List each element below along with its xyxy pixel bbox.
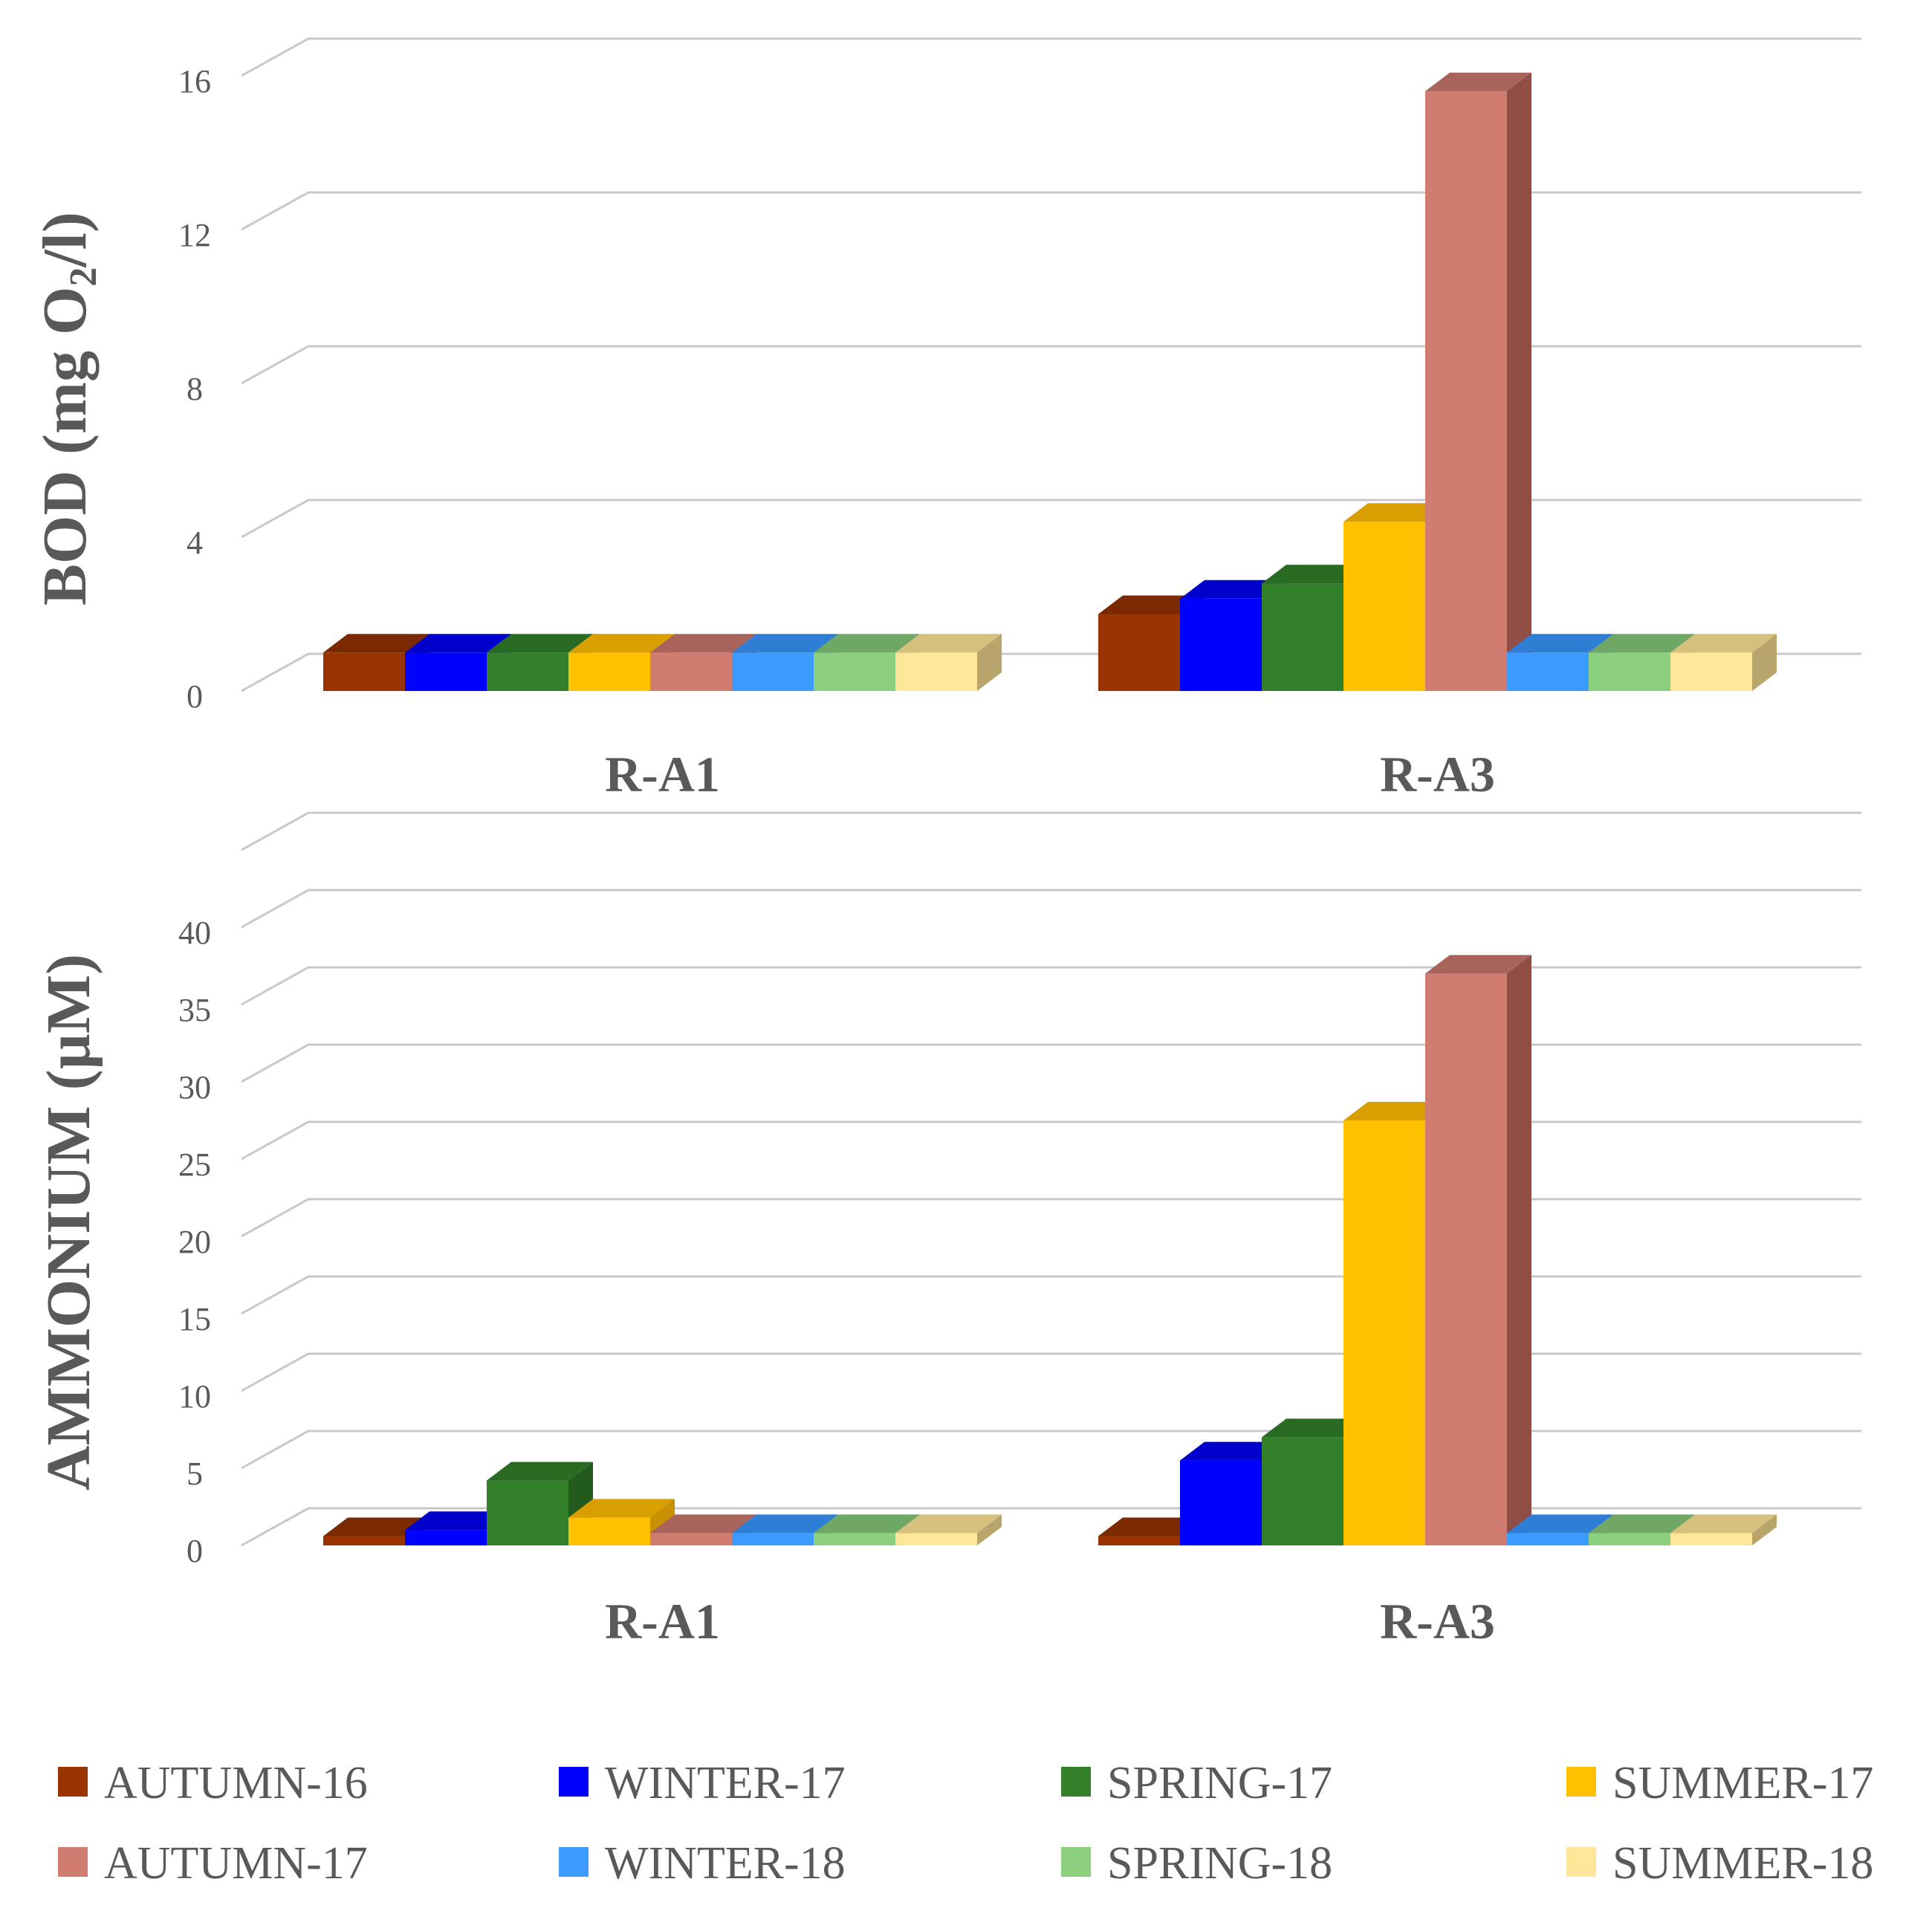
gridline-25 [241, 1120, 1861, 1161]
legend-label: AUTUMN-16 [104, 1758, 368, 1808]
legend-swatch [1061, 1767, 1091, 1797]
y-tick-8: 8 [187, 371, 203, 407]
y-axis-title: AMMONIUM (µM) [34, 954, 103, 1491]
bar-r-a1-spring-17 [487, 1461, 593, 1545]
y-tick-16: 16 [178, 63, 211, 100]
legend-swatch [58, 1767, 88, 1797]
bod-chart: 0 4 8 12 16 BOD (mg O2/l) R-A1 R-A3 [30, 37, 1861, 802]
category-label-r-a1: R-A1 [605, 1593, 720, 1649]
legend-swatch [559, 1767, 589, 1797]
category-label-r-a3: R-A3 [1380, 746, 1495, 802]
legend-label: SPRING-17 [1107, 1758, 1332, 1808]
y-tick-0: 0 [187, 1533, 203, 1569]
legend-label: SUMMER-17 [1612, 1758, 1873, 1808]
y-tick-30: 30 [178, 1069, 211, 1106]
gridline-10 [241, 1352, 1861, 1392]
y-tick-25: 25 [178, 1146, 211, 1183]
legend-item-winter-17: WINTER-17 [559, 1758, 846, 1808]
gridline-20 [241, 1198, 1861, 1238]
legend-label: SPRING-18 [1107, 1838, 1332, 1889]
y-tick-35: 35 [178, 992, 211, 1028]
legend-swatch [58, 1847, 88, 1877]
y-axis-title: BOD (mg O2/l) [30, 212, 105, 606]
legend-label: AUTUMN-17 [104, 1838, 368, 1889]
y-tick-4: 4 [187, 525, 203, 561]
legend-item-summer-18: SUMMER-18 [1566, 1838, 1873, 1889]
gridline-35 [241, 966, 1861, 1006]
legend-swatch [559, 1847, 589, 1877]
gridline-15 [241, 1275, 1861, 1315]
y-tick-15: 15 [178, 1301, 211, 1337]
ammonium-chart: 0 5 10 15 20 25 30 35 40 AMMONIUM (µM) R-A1 R-A3 [34, 811, 1861, 1649]
legend-item-autumn-17: AUTUMN-17 [58, 1838, 368, 1889]
legend-swatch [1566, 1767, 1596, 1797]
gridline-16 [241, 37, 1861, 77]
y-tick-12: 12 [178, 217, 211, 253]
bar-r-a3-summer-18 [1670, 1514, 1777, 1545]
y-tick-40: 40 [178, 915, 211, 951]
legend-label: WINTER-17 [605, 1758, 846, 1808]
bar-r-a1-summer-17 [568, 1499, 675, 1545]
bar-r-a3-autumn-17 [1425, 72, 1531, 691]
bar-r-a1-summer-18 [895, 1514, 1002, 1545]
gridline-30 [241, 1043, 1861, 1083]
gridline-12 [241, 191, 1861, 231]
gridline-5 [241, 1430, 1861, 1470]
gridline-40 [241, 889, 1861, 929]
legend-item-summer-17: SUMMER-17 [1566, 1758, 1873, 1808]
gridline-4 [241, 499, 1861, 539]
legend-swatch [1566, 1847, 1596, 1877]
bar-r-a3-autumn-17 [1425, 955, 1531, 1545]
legend-item-autumn-16: AUTUMN-16 [58, 1758, 368, 1808]
y-tick-0: 0 [187, 678, 203, 715]
legend-swatch [1061, 1847, 1091, 1877]
legend-item-spring-17: SPRING-17 [1061, 1758, 1332, 1808]
gridline-8 [241, 345, 1861, 385]
legend-label: SUMMER-18 [1612, 1838, 1873, 1889]
legend-label: WINTER-18 [605, 1838, 846, 1889]
bar-r-a1-spring-17 [487, 634, 593, 691]
y-tick-5: 5 [187, 1456, 203, 1492]
legend: AUTUMN-16 WINTER-17 SPRING-17 SUMMER-17 AUTU… [58, 1758, 1873, 1889]
bar-r-a1-summer-18 [895, 634, 1002, 691]
category-label-r-a3: R-A3 [1380, 1593, 1495, 1649]
legend-item-spring-18: SPRING-18 [1061, 1838, 1332, 1889]
category-label-r-a1: R-A1 [605, 746, 720, 802]
bar-r-a3-summer-18 [1670, 634, 1777, 691]
y-tick-20: 20 [178, 1224, 211, 1260]
gridline-45 [241, 811, 1861, 851]
y-tick-10: 10 [178, 1378, 211, 1415]
legend-item-winter-18: WINTER-18 [559, 1838, 846, 1889]
